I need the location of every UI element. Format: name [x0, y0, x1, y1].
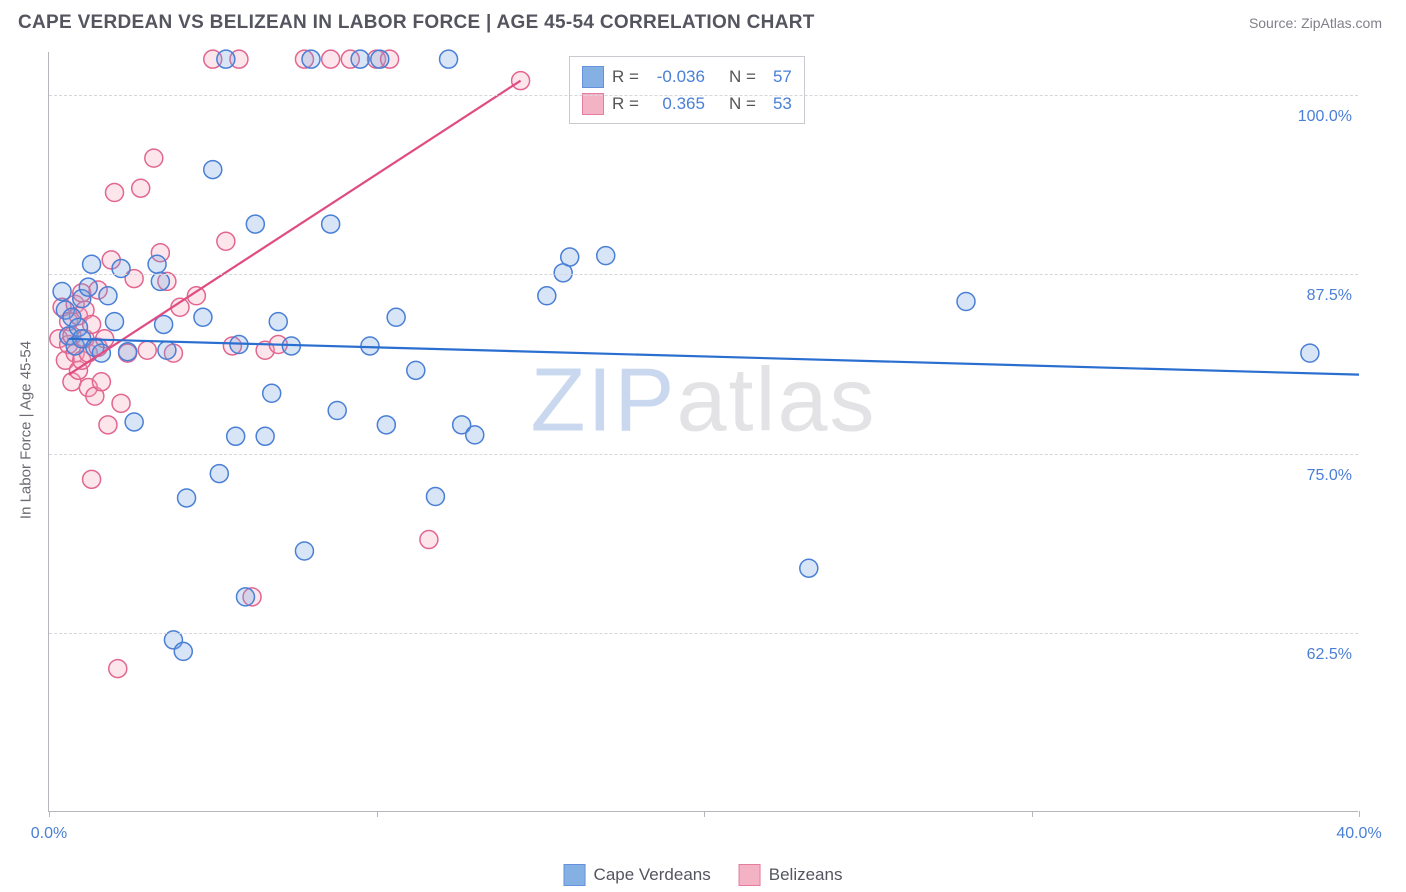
gridline-h — [49, 274, 1358, 275]
chart-plot-area: ZIPatlas R = -0.036 N = 57 R = 0.365 N =… — [48, 52, 1358, 812]
data-point — [256, 427, 274, 445]
gridline-h — [49, 633, 1358, 634]
data-point — [79, 278, 97, 296]
data-point — [145, 149, 163, 167]
data-point — [377, 416, 395, 434]
x-tick — [1032, 811, 1033, 817]
y-tick-label: 87.5% — [1307, 287, 1352, 305]
data-point — [210, 465, 228, 483]
data-point — [561, 248, 579, 266]
data-point — [263, 384, 281, 402]
data-point — [420, 531, 438, 549]
y-tick-label: 75.0% — [1307, 467, 1352, 485]
legend-swatch-belizeans — [739, 864, 761, 886]
legend-swatch-cape-verdeans — [582, 66, 604, 88]
data-point — [597, 247, 615, 265]
data-point — [800, 559, 818, 577]
data-point — [204, 161, 222, 179]
y-axis-label: In Labor Force | Age 45-54 — [18, 341, 35, 519]
trendline — [69, 81, 521, 375]
data-point — [217, 50, 235, 68]
scatter-plot-svg — [49, 52, 1359, 812]
data-point — [148, 255, 166, 273]
data-point — [119, 343, 137, 361]
data-point — [407, 361, 425, 379]
data-point — [125, 413, 143, 431]
data-point — [99, 287, 117, 305]
x-tick — [49, 811, 50, 817]
chart-source: Source: ZipAtlas.com — [1249, 15, 1382, 31]
x-tick — [377, 811, 378, 817]
data-point — [217, 232, 235, 250]
gridline-h — [49, 454, 1358, 455]
data-point — [178, 489, 196, 507]
data-point — [426, 488, 444, 506]
legend-r-label: R = — [612, 63, 639, 90]
data-point — [99, 416, 117, 434]
data-point — [138, 341, 156, 359]
gridline-h — [49, 95, 1358, 96]
chart-title: CAPE VERDEAN VS BELIZEAN IN LABOR FORCE … — [18, 12, 815, 34]
data-point — [158, 341, 176, 359]
data-point — [538, 287, 556, 305]
legend-label-belizeans: Belizeans — [769, 865, 843, 885]
legend-swatch-belizeans — [582, 93, 604, 115]
data-point — [106, 184, 124, 202]
data-point — [237, 588, 255, 606]
legend-item-belizeans: Belizeans — [739, 864, 843, 886]
data-point — [269, 313, 287, 331]
data-point — [466, 426, 484, 444]
legend-swatch-cape-verdeans — [564, 864, 586, 886]
legend-r-value-cape-verdeans: -0.036 — [647, 63, 705, 90]
data-point — [132, 179, 150, 197]
data-point — [322, 50, 340, 68]
data-point — [174, 642, 192, 660]
data-point — [328, 401, 346, 419]
data-point — [246, 215, 264, 233]
y-tick-label: 100.0% — [1298, 108, 1352, 126]
data-point — [194, 308, 212, 326]
correlation-legend-box: R = -0.036 N = 57 R = 0.365 N = 53 — [569, 56, 805, 124]
legend-n-value-cape-verdeans: 57 — [764, 63, 792, 90]
data-point — [227, 427, 245, 445]
y-tick-label: 62.5% — [1307, 646, 1352, 664]
data-point — [106, 313, 124, 331]
data-point — [302, 50, 320, 68]
x-tick — [1359, 811, 1360, 817]
data-point — [371, 50, 389, 68]
legend-item-cape-verdeans: Cape Verdeans — [564, 864, 711, 886]
legend-label-cape-verdeans: Cape Verdeans — [594, 865, 711, 885]
x-tick-label: 40.0% — [1336, 825, 1381, 843]
data-point — [295, 542, 313, 560]
data-point — [92, 373, 110, 391]
data-point — [1301, 344, 1319, 362]
legend-row-cape-verdeans: R = -0.036 N = 57 — [582, 63, 792, 90]
data-point — [351, 50, 369, 68]
data-point — [957, 293, 975, 311]
data-point — [83, 255, 101, 273]
data-point — [109, 660, 127, 678]
data-point — [83, 470, 101, 488]
x-tick-label: 0.0% — [31, 825, 67, 843]
x-tick — [704, 811, 705, 817]
data-point — [440, 50, 458, 68]
data-point — [112, 394, 130, 412]
legend-n-label: N = — [729, 63, 756, 90]
data-point — [53, 282, 71, 300]
series-legend: Cape Verdeans Belizeans — [564, 864, 843, 886]
data-point — [387, 308, 405, 326]
data-point — [322, 215, 340, 233]
